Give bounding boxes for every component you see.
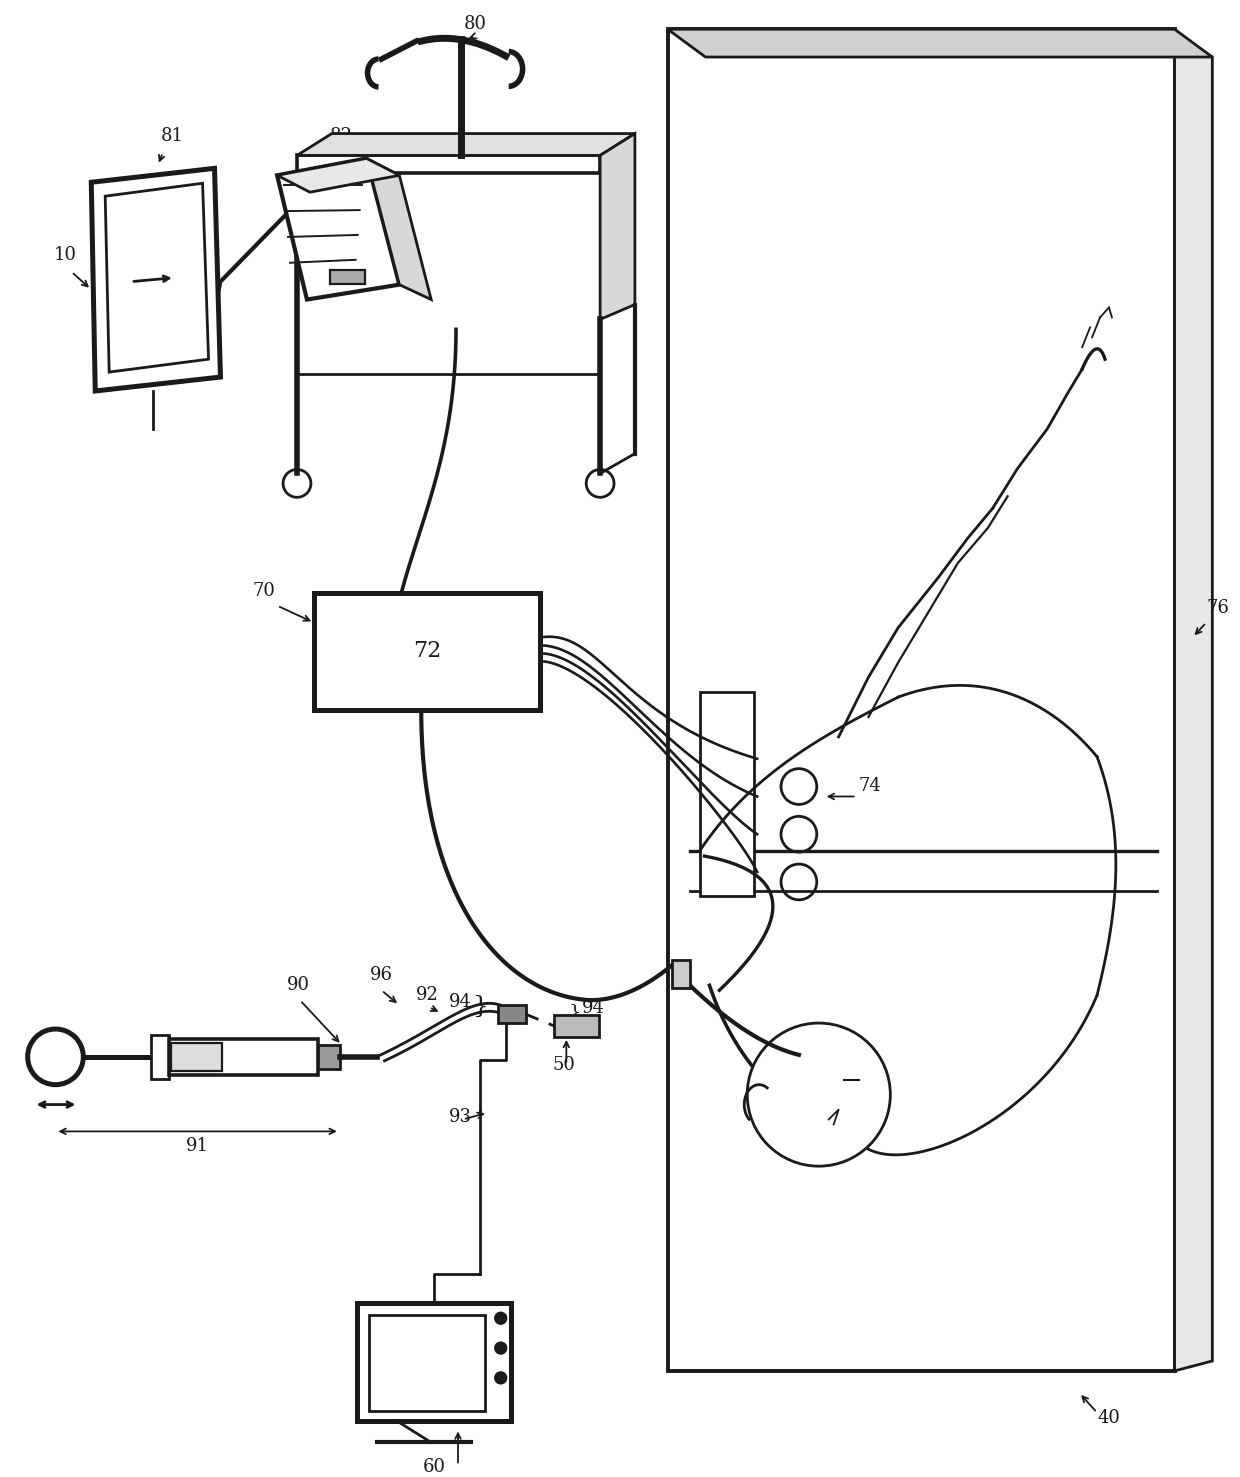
Text: 80: 80 bbox=[464, 15, 486, 32]
Text: 91: 91 bbox=[186, 1137, 210, 1155]
Bar bbox=[330, 270, 365, 284]
Bar bbox=[368, 1315, 485, 1411]
Bar bbox=[314, 592, 541, 710]
Bar bbox=[667, 30, 1174, 1371]
Text: 60: 60 bbox=[423, 1458, 445, 1477]
Text: 70: 70 bbox=[252, 582, 275, 600]
Bar bbox=[357, 1303, 511, 1421]
Text: 50: 50 bbox=[552, 1056, 575, 1074]
Bar bbox=[169, 1038, 317, 1075]
Circle shape bbox=[495, 1312, 507, 1325]
Bar bbox=[497, 1006, 526, 1024]
Polygon shape bbox=[277, 158, 399, 300]
Text: 94: 94 bbox=[583, 998, 605, 1018]
Text: 81: 81 bbox=[161, 127, 184, 145]
Text: 40: 40 bbox=[1097, 1409, 1120, 1427]
Polygon shape bbox=[298, 133, 635, 155]
Text: 93: 93 bbox=[449, 1108, 472, 1127]
Polygon shape bbox=[92, 168, 221, 391]
Polygon shape bbox=[367, 158, 432, 300]
Bar bbox=[672, 960, 689, 988]
Circle shape bbox=[495, 1372, 507, 1384]
Text: 10: 10 bbox=[53, 245, 77, 264]
Text: 76: 76 bbox=[1207, 598, 1229, 616]
Bar bbox=[171, 1043, 222, 1071]
Polygon shape bbox=[105, 183, 208, 372]
Bar bbox=[317, 1044, 340, 1069]
Bar bbox=[151, 1035, 169, 1078]
Bar bbox=[699, 693, 754, 897]
Text: 82: 82 bbox=[330, 127, 352, 145]
Polygon shape bbox=[667, 30, 1213, 58]
Text: }: } bbox=[472, 995, 489, 1018]
Text: 96: 96 bbox=[370, 966, 393, 984]
Text: 74: 74 bbox=[858, 777, 882, 796]
Bar bbox=[298, 155, 600, 173]
Text: 92: 92 bbox=[417, 987, 439, 1004]
Circle shape bbox=[495, 1343, 507, 1354]
Polygon shape bbox=[1174, 40, 1213, 1371]
Text: 90: 90 bbox=[288, 976, 310, 994]
Polygon shape bbox=[600, 133, 635, 319]
Polygon shape bbox=[277, 158, 399, 192]
Bar bbox=[554, 1015, 599, 1037]
Text: 94: 94 bbox=[449, 993, 472, 1012]
Text: }: } bbox=[568, 1003, 580, 1021]
Text: 72: 72 bbox=[413, 641, 441, 662]
